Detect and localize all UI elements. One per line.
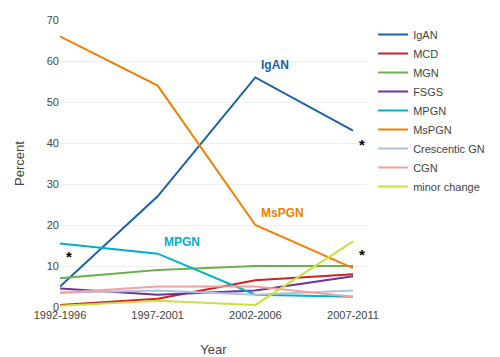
svg-text:MGN: MGN bbox=[413, 67, 439, 79]
svg-text:IgAN: IgAN bbox=[261, 58, 289, 72]
svg-text:2007-2011: 2007-2011 bbox=[327, 309, 379, 321]
svg-text:70: 70 bbox=[47, 14, 59, 26]
svg-text:MPGN: MPGN bbox=[413, 105, 446, 117]
svg-text:0: 0 bbox=[53, 301, 59, 313]
svg-text:60: 60 bbox=[47, 55, 59, 67]
svg-text:*: * bbox=[359, 136, 365, 153]
svg-text:20: 20 bbox=[47, 219, 59, 231]
svg-text:30: 30 bbox=[47, 178, 59, 190]
svg-text:FSGS: FSGS bbox=[413, 86, 443, 98]
svg-text:*: * bbox=[359, 246, 365, 263]
svg-text:50: 50 bbox=[47, 96, 59, 108]
svg-text:MPGN: MPGN bbox=[164, 235, 200, 249]
svg-text:MsPGN: MsPGN bbox=[413, 124, 452, 136]
svg-text:Percent: Percent bbox=[12, 141, 27, 186]
svg-text:2002-2006: 2002-2006 bbox=[229, 309, 282, 321]
svg-text:Year: Year bbox=[200, 342, 227, 357]
svg-text:*: * bbox=[66, 248, 72, 265]
svg-text:CGN: CGN bbox=[413, 162, 438, 174]
svg-text:1992-1996: 1992-1996 bbox=[34, 309, 87, 321]
svg-text:minor change: minor change bbox=[413, 181, 480, 193]
svg-text:10: 10 bbox=[47, 260, 59, 272]
svg-text:Crescentic GN: Crescentic GN bbox=[413, 143, 485, 155]
svg-text:40: 40 bbox=[47, 137, 59, 149]
svg-text:IgAN: IgAN bbox=[413, 29, 438, 41]
svg-text:MCD: MCD bbox=[413, 48, 438, 60]
svg-text:1997-2001: 1997-2001 bbox=[131, 309, 184, 321]
svg-text:MsPGN: MsPGN bbox=[261, 206, 304, 220]
